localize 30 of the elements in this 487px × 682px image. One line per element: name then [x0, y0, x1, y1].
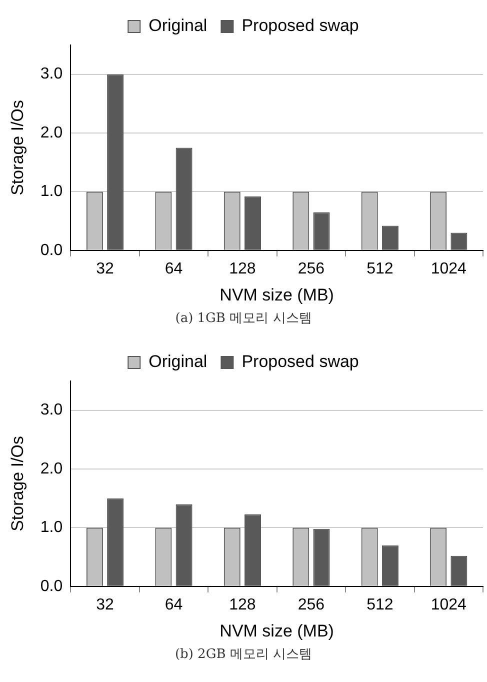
y-tick-label: 2.0	[40, 124, 63, 142]
y-tick-label: 0.0	[40, 242, 63, 259]
x-tick-label: 128	[229, 596, 256, 614]
x-tick-label: 128	[229, 260, 256, 278]
y-tick-label: 3.0	[40, 402, 63, 419]
x-tick-label: 64	[164, 260, 183, 278]
y-axis-title: Storage I/Os	[8, 436, 27, 532]
x-tick-label: 32	[96, 596, 114, 614]
y-tick-label: 3.0	[40, 66, 63, 83]
x-tick-label: 512	[366, 260, 394, 278]
x-tick-label: 64	[164, 596, 183, 614]
y-tick-label: 1.0	[40, 183, 63, 200]
x-tick-label: 256	[298, 596, 325, 614]
x-axis-title: NVM size (MB)	[220, 621, 334, 640]
x-tick-label: 256	[298, 260, 325, 278]
legend-label: Proposed swap	[242, 16, 359, 36]
y-tick-label: 1.0	[40, 519, 63, 536]
text: (a) 1GB 메모리 시스템	[174, 310, 313, 328]
x-axis-title: NVM size (MB)	[220, 285, 334, 304]
y-axis-title: Storage I/Os	[8, 100, 27, 196]
y-tick-label: 2.0	[40, 460, 63, 478]
legend-label: Original	[148, 352, 208, 372]
x-tick-label: 1024	[430, 260, 467, 278]
x-tick-label: 512	[366, 596, 394, 614]
x-tick-label: 1024	[430, 596, 467, 614]
x-tick-label: 32	[96, 260, 114, 278]
legend-label: Proposed swap	[242, 352, 359, 372]
text: (b) 2GB 메모리 시스템	[174, 646, 314, 664]
y-tick-label: 0.0	[40, 578, 63, 595]
legend-label: Original	[148, 16, 208, 36]
